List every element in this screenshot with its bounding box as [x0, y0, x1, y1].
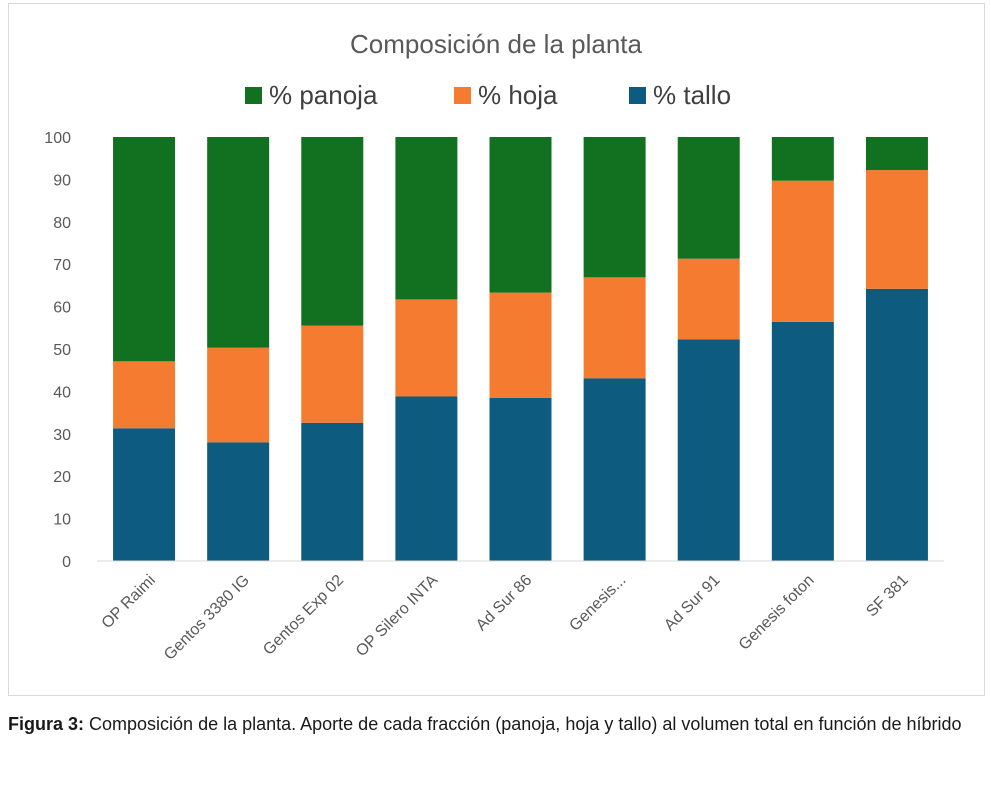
bar-segment [865, 137, 928, 171]
x-tick-label: OP Silero INTA [353, 572, 442, 661]
bar-segment [583, 378, 646, 561]
y-tick-label: 30 [53, 427, 71, 444]
bars [113, 137, 928, 561]
bar-segment [865, 170, 928, 289]
y-tick-label: 10 [53, 512, 71, 529]
bar-segment [771, 321, 834, 561]
bar-segment [677, 137, 740, 259]
bar-segment [865, 288, 928, 561]
bar-segment [207, 347, 270, 443]
bar-segment [771, 180, 834, 322]
bar-segment [489, 292, 552, 398]
y-tick-label: 60 [53, 300, 71, 317]
x-tick-label: Genesis foton [736, 572, 818, 654]
y-tick-label: 70 [53, 257, 71, 274]
bar-segment [489, 397, 552, 561]
bar-segment [489, 137, 552, 293]
bar-segment [677, 258, 740, 340]
y-tick-label: 20 [53, 469, 71, 486]
chart-frame: Composición de la planta % panoja % hoja%… [8, 3, 985, 696]
chart-title: Composición de la planta [350, 29, 642, 59]
y-tick-label: 90 [53, 172, 71, 189]
bar-segment [677, 339, 740, 561]
legend-label: % panoja [269, 80, 378, 110]
legend-swatch [245, 87, 262, 104]
chart-svg: Composición de la planta % panoja % hoja%… [44, 29, 944, 664]
bar-segment [395, 299, 458, 397]
figure-caption-text: Composición de la planta. Aporte de cada… [84, 714, 962, 734]
legend-swatch [454, 87, 471, 104]
bar-segment [583, 277, 646, 379]
bar-segment [113, 361, 176, 429]
y-tick-label: 80 [53, 215, 71, 232]
legend-label: % hoja [478, 80, 558, 110]
legend: % panoja % hoja % tallo [245, 80, 731, 110]
y-tick-label: 100 [44, 130, 71, 147]
x-tick-label: SF 381 [863, 572, 912, 621]
x-tick-label: Ad Sur 86 [473, 572, 535, 634]
y-tick-label: 0 [62, 554, 71, 571]
bar-segment [771, 137, 834, 181]
bar-segment [301, 137, 364, 326]
bar-segment [207, 137, 270, 348]
x-tick-label: Genesis... [566, 572, 629, 635]
figure-caption: Figura 3: Composición de la planta. Apor… [8, 708, 985, 741]
bar-segment [301, 325, 364, 423]
legend-swatch [629, 87, 646, 104]
y-tick-label: 40 [53, 384, 71, 401]
bar-segment [583, 137, 646, 278]
bar-segment [207, 442, 270, 561]
x-axis: OP Raimi Gentos 3380 IG Gentos Exp 02 OP Si… [99, 572, 912, 664]
x-tick-label: Gentos Exp 02 [260, 572, 347, 659]
bar-segment [113, 428, 176, 561]
legend-label: % tallo [653, 80, 731, 110]
bar-segment [395, 137, 458, 300]
bar-segment [113, 137, 176, 362]
bar-segment [301, 422, 364, 561]
x-tick-label: Gentos 3380 IG [161, 572, 253, 664]
y-axis: 0 10 20 30 40 50 60 70 80 90 100 [44, 130, 71, 571]
x-tick-label: Ad Sur 91 [661, 572, 723, 634]
y-tick-label: 50 [53, 342, 71, 359]
figure-label: Figura 3: [8, 714, 85, 734]
x-tick-label: OP Raimi [99, 572, 159, 632]
bar-segment [395, 396, 458, 561]
